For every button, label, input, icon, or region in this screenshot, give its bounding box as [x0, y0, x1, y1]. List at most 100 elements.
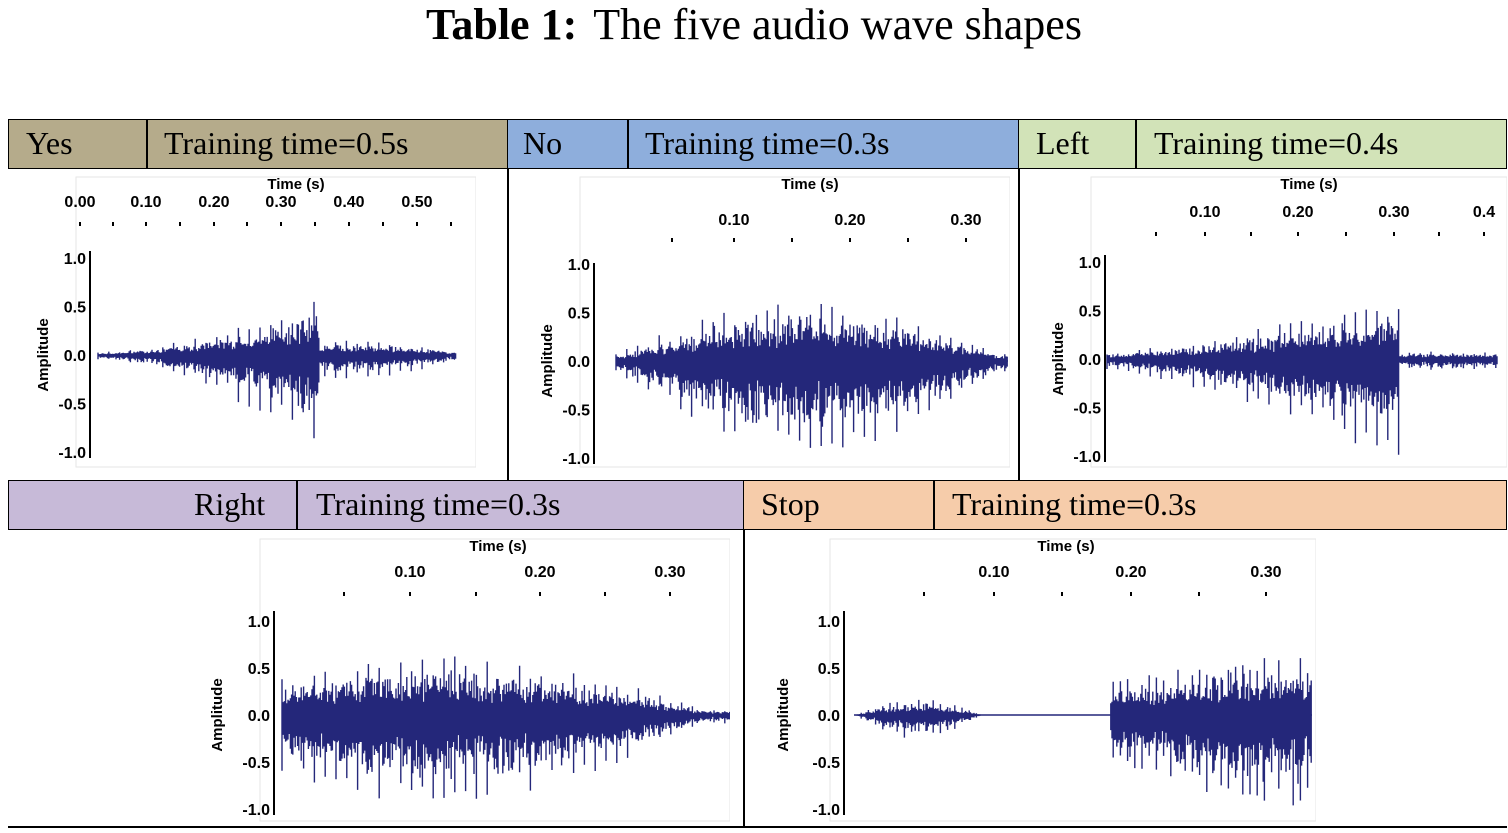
y-tick-label: 1.0 — [64, 251, 86, 268]
x-tick-label: 0.10 — [718, 212, 749, 229]
header-yes: Yes Training time=0.5s — [8, 119, 508, 169]
y-tick-label: 0.5 — [818, 661, 840, 678]
x-tick-mark — [475, 592, 477, 596]
x-tick-mark — [669, 592, 671, 596]
word-label-stop: Stop — [761, 486, 820, 522]
time-axis-label: Time (s) — [267, 176, 324, 193]
table-title-text: The five audio wave shapes — [593, 0, 1082, 49]
x-tick-label: 0.30 — [1250, 564, 1281, 581]
x-tick-label: 0.40 — [333, 194, 364, 211]
y-tick-label: -0.5 — [1073, 401, 1101, 418]
waveform-trace — [281, 656, 730, 799]
x-tick-mark — [923, 592, 925, 596]
waveform-trace — [854, 658, 1312, 806]
y-tick-label: 0.0 — [568, 354, 590, 371]
x-tick-mark — [791, 238, 793, 242]
x-tick-mark — [849, 238, 851, 242]
training-time-right: Training time=0.3s — [316, 486, 561, 522]
x-tick-mark — [348, 222, 350, 226]
waveform-right: Time (s) Amplitude 0.10 0.20 0.30 1.0 0.5 0.0 -0… — [209, 538, 730, 822]
y-tick-label: 1.0 — [568, 257, 590, 274]
y-tick-label: -1.0 — [1073, 449, 1101, 466]
y-tick-label: -1.0 — [812, 802, 840, 819]
x-tick-mark — [416, 222, 418, 226]
header-stop: Stop Training time=0.3s — [743, 480, 1507, 530]
y-tick-label: 1.0 — [1079, 255, 1101, 272]
x-tick-mark — [993, 592, 995, 596]
x-tick-mark — [79, 222, 81, 226]
x-tick-mark — [671, 238, 673, 242]
y-tick-label: 0.5 — [248, 661, 270, 678]
x-tick-label: 0.30 — [265, 194, 296, 211]
word-label-yes: Yes — [26, 125, 73, 161]
training-time-no: Training time=0.3s — [645, 125, 890, 161]
x-tick-label: 0.50 — [401, 194, 432, 211]
x-tick-mark — [343, 592, 345, 596]
x-tick-mark — [1438, 232, 1440, 236]
y-tick-label: -0.5 — [58, 397, 86, 414]
x-tick-mark — [314, 222, 316, 226]
waveform-left: Time (s) Amplitude 0.10 0.20 0.30 0.4 1.0 0.5 0.… — [1050, 176, 1507, 468]
amplitude-axis-label: Amplitude — [1050, 322, 1067, 395]
word-label-no: No — [523, 125, 563, 161]
x-tick-mark — [1483, 232, 1485, 236]
time-axis-label: Time (s) — [1037, 538, 1094, 555]
x-tick-mark — [965, 238, 967, 242]
x-tick-mark — [1204, 232, 1206, 236]
time-axis-label: Time (s) — [1280, 176, 1337, 193]
x-tick-mark — [145, 222, 147, 226]
x-tick-mark — [907, 238, 909, 242]
training-time-left: Training time=0.4s — [1154, 125, 1399, 161]
x-tick-mark — [539, 592, 541, 596]
y-tick-label: -1.0 — [562, 451, 590, 468]
waveform-trace — [1106, 309, 1498, 455]
waveform-no: Time (s) Amplitude 0.10 0.20 0.30 1.0 0.5 0.0 -0… — [539, 176, 1010, 468]
y-tick-label: 0.0 — [1079, 352, 1101, 369]
waveform-table: Yes Training time=0.5s No Training time=… — [8, 119, 1507, 829]
x-tick-label: 0.00 — [64, 194, 95, 211]
y-tick-label: 0.5 — [1079, 304, 1101, 321]
y-tick-label: 0.0 — [818, 708, 840, 725]
waveform-trace — [615, 304, 1008, 448]
y-tick-label: -0.5 — [562, 403, 590, 420]
y-tick-label: 0.5 — [64, 300, 86, 317]
x-tick-label: 0.20 — [1115, 564, 1146, 581]
y-tick-label: 1.0 — [818, 614, 840, 631]
time-axis-label: Time (s) — [469, 538, 526, 555]
table-title-number: Table 1: — [426, 0, 578, 49]
x-tick-mark — [733, 238, 735, 242]
y-tick-label: 0.0 — [248, 708, 270, 725]
header-right: Right Training time=0.3s — [8, 480, 744, 530]
waveform-stop: Time (s) Amplitude 0.10 0.20 0.30 1.0 0.5 0.0 -0… — [775, 538, 1316, 822]
y-tick-label: -0.5 — [242, 755, 270, 772]
y-tick-label: 1.0 — [248, 614, 270, 631]
x-tick-label: 0.20 — [524, 564, 555, 581]
x-tick-label: 0.10 — [1189, 204, 1220, 221]
training-time-yes: Training time=0.5s — [164, 125, 409, 161]
amplitude-axis-label: Amplitude — [35, 318, 52, 391]
word-label-left: Left — [1036, 125, 1090, 161]
x-tick-label: 0.4 — [1473, 204, 1495, 221]
x-tick-label: 0.30 — [950, 212, 981, 229]
waveform-trace — [97, 301, 457, 439]
header-left: Left Training time=0.4s — [1018, 119, 1507, 169]
time-axis-label: Time (s) — [781, 176, 838, 193]
x-tick-mark — [1393, 232, 1395, 236]
x-tick-mark — [1250, 232, 1252, 236]
x-tick-mark — [604, 592, 606, 596]
x-tick-label: 0.30 — [654, 564, 685, 581]
x-tick-mark — [179, 222, 181, 226]
x-tick-mark — [213, 222, 215, 226]
x-tick-mark — [280, 222, 282, 226]
x-tick-label: 0.30 — [1378, 204, 1409, 221]
x-tick-mark — [1130, 592, 1132, 596]
x-tick-mark — [1155, 232, 1157, 236]
training-time-stop: Training time=0.3s — [952, 486, 1197, 522]
waveform-yes: Time (s) Amplitude 0.00 0.10 0.20 0.30 0.40 0.5… — [35, 176, 476, 468]
x-tick-label: 0.20 — [1282, 204, 1313, 221]
x-tick-label: 0.10 — [394, 564, 425, 581]
y-tick-label: -0.5 — [812, 755, 840, 772]
word-label-right: Right — [194, 486, 266, 522]
x-tick-mark — [112, 222, 114, 226]
amplitude-axis-label: Amplitude — [209, 678, 226, 751]
